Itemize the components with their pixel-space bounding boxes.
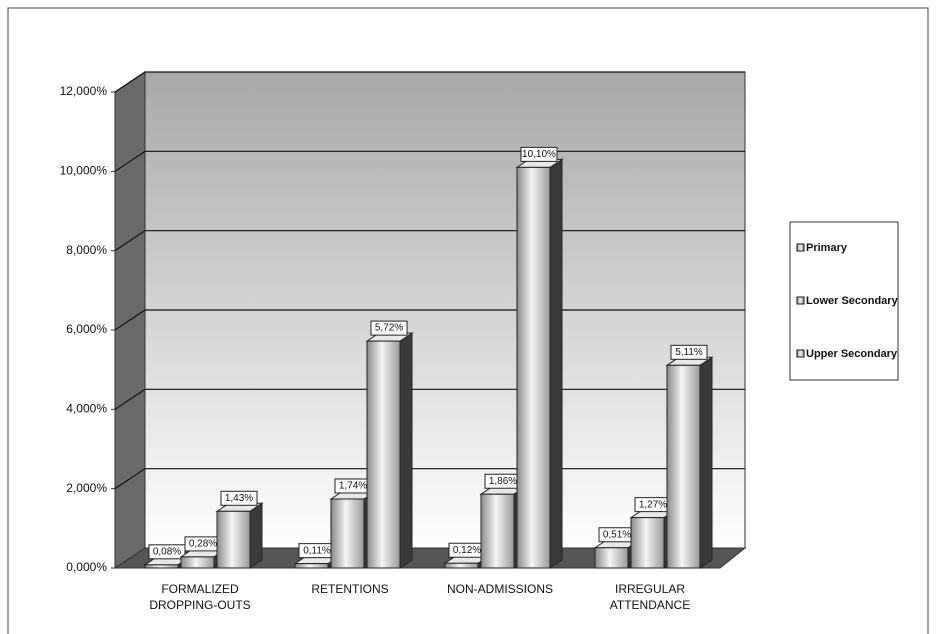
value-label: 0,11% [303,545,331,556]
bar [630,517,665,569]
value-label: 0,28% [189,539,217,550]
grid-line [114,71,745,93]
bar [294,563,329,569]
bar-side [399,332,413,569]
bar [666,364,701,569]
value-label-box [520,146,558,162]
bar [594,547,629,569]
frame [7,7,929,634]
bar [180,556,215,569]
value-label: 1,43% [225,493,253,504]
y-tick-label: 6,000% [66,322,107,336]
legend-label: Lower Secondary [806,295,899,307]
x-tick-label: IRREGULAR ATTENDANCE [610,582,690,612]
value-label: 1,86% [489,476,517,487]
bar [330,498,365,569]
value-label: 0,12% [453,545,481,556]
bar-side [249,502,263,569]
value-label-box [220,490,258,506]
legend [789,221,899,381]
bar-side [699,356,713,569]
x-tick-label: FORMALIZED DROPPING-OUTS [149,582,250,612]
y-tick-label: 10,000% [60,164,108,178]
value-label: 5,72% [375,323,403,334]
value-label-box [370,320,408,336]
y-tick-label: 2,000% [66,481,107,495]
legend-label: Primary [806,242,848,254]
value-label: 0,51% [603,529,631,540]
legend-label: Upper Secondary [806,348,898,360]
bar [516,166,551,569]
value-label-box [148,544,186,560]
y-tick-label: 12,000% [60,84,108,98]
bar-side [549,158,563,569]
x-tick-label: RETENTIONS [311,582,388,596]
bar [444,562,479,569]
y-tick-label: 8,000% [66,243,107,257]
bar [144,564,179,569]
value-label: 5,11% [675,347,703,358]
value-label: 1,74% [339,481,367,492]
y-tick-label: 0,000% [66,560,107,574]
y-tick-label: 4,000% [66,402,107,416]
value-label-box [670,344,708,360]
value-label: 0,08% [153,546,181,557]
bar [480,493,515,569]
value-label: 1,27% [639,499,667,510]
x-tick-label: NON-ADMISSIONS [447,582,553,596]
bar [366,340,401,569]
bar [216,510,251,569]
legend-marker [796,296,805,305]
value-label: 10,10% [522,149,556,160]
legend-marker [796,243,805,252]
legend-marker [796,349,805,358]
